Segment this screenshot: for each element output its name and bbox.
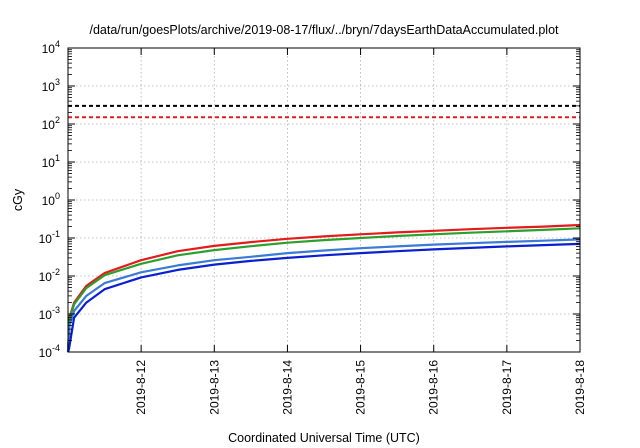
y-tick-label: 102 — [42, 115, 60, 132]
series-line — [66, 223, 581, 353]
x-tick-label: 2019-8-17 — [500, 360, 514, 415]
series-line — [66, 242, 581, 353]
y-tick-label: 103 — [42, 77, 60, 94]
y-tick-label: 10-1 — [39, 229, 60, 246]
x-tick-label: 2019-8-14 — [280, 360, 294, 415]
x-tick-label: 2019-8-13 — [207, 360, 221, 415]
y-tick-label: 101 — [42, 153, 60, 170]
x-tick-label: 2019-8-16 — [427, 360, 441, 415]
x-tick-label: 2019-8-12 — [134, 360, 148, 415]
series-line — [66, 238, 581, 353]
y-tick-label: 100 — [42, 191, 60, 208]
y-tick-label: 10-3 — [39, 305, 60, 322]
y-tick-label: 10-4 — [39, 343, 60, 360]
axis-ticks — [68, 47, 581, 353]
grid — [68, 48, 580, 352]
y-tick-labels: 10-4 10-3 10-2 10-1 100 101 102 103 104 — [39, 39, 60, 360]
series-line — [66, 227, 581, 353]
y-tick-label: 104 — [42, 39, 60, 56]
chart-title: /data/run/goesPlots/archive/2019-08-17/f… — [89, 23, 559, 37]
x-tick-labels: 2019-8-12 2019-8-13 2019-8-14 2019-8-15 2019… — [134, 360, 587, 415]
y-tick-label: 10-2 — [39, 267, 60, 284]
x-axis-label: Coordinated Universal Time (UTC) — [228, 431, 420, 445]
x-tick-label: 2019-8-15 — [354, 360, 368, 415]
reference-lines — [68, 104, 580, 119]
y-axis-label: cGy — [11, 188, 25, 211]
x-tick-label: 2019-8-18 — [573, 360, 587, 415]
series-lines — [66, 223, 581, 353]
